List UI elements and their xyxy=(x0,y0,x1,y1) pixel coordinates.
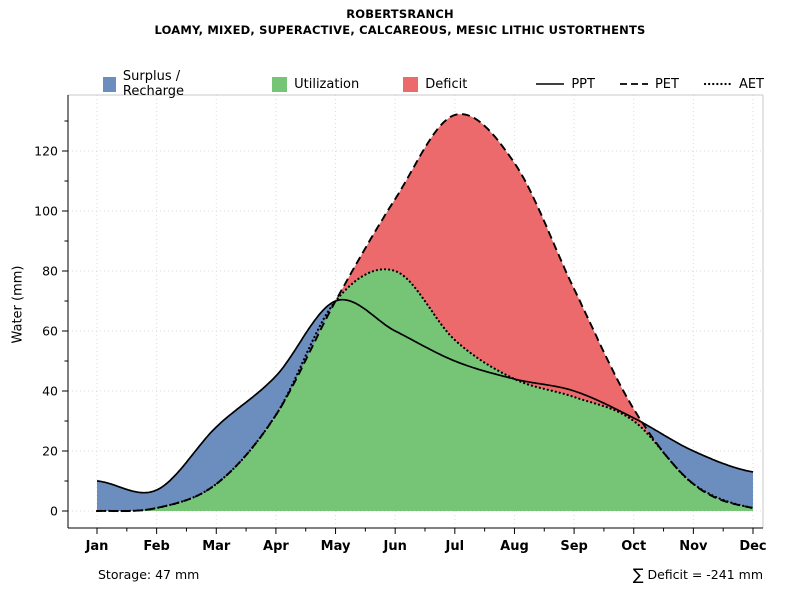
svg-text:Apr: Apr xyxy=(263,539,289,554)
svg-text:60: 60 xyxy=(42,324,58,339)
legend-item-aet: AET xyxy=(703,77,764,92)
pet-dashed-line-icon xyxy=(619,83,648,85)
aet-dotted-line-icon xyxy=(703,82,733,86)
legend: Surplus / Recharge Utilization Deficit P… xyxy=(103,69,764,99)
legend-line-group: PPT PET AET xyxy=(511,77,764,92)
y-axis-label: Water (mm) xyxy=(10,265,26,344)
surplus-swatch-icon xyxy=(103,76,116,92)
deficit-text: Deficit = -241 mm xyxy=(643,567,763,582)
svg-text:20: 20 xyxy=(42,444,58,459)
svg-text:Mar: Mar xyxy=(202,539,231,554)
svg-text:120: 120 xyxy=(34,144,58,159)
legend-item-ppt: PPT xyxy=(535,77,595,92)
storage-annotation: Storage: 47 mm xyxy=(98,567,200,582)
svg-text:Nov: Nov xyxy=(679,539,708,554)
svg-text:Jul: Jul xyxy=(445,539,465,554)
svg-text:Dec: Dec xyxy=(739,539,766,554)
svg-text:Aug: Aug xyxy=(500,539,529,554)
svg-text:May: May xyxy=(321,539,351,554)
legend-label-aet: AET xyxy=(738,76,764,92)
legend-item-deficit: Deficit xyxy=(403,76,468,92)
legend-item-pet: PET xyxy=(619,77,679,92)
chart-title: ROBERTSRANCH xyxy=(346,7,454,21)
legend-item-utilization: Utilization xyxy=(272,76,360,92)
utilization-swatch-icon xyxy=(272,76,288,92)
svg-text:Jan: Jan xyxy=(85,539,109,554)
legend-label-ppt: PPT xyxy=(571,76,595,92)
chart-subtitle: LOAMY, MIXED, SUPERACTIVE, CALCAREOUS, M… xyxy=(154,23,646,37)
legend-label-pet: PET xyxy=(654,76,679,92)
svg-text:Oct: Oct xyxy=(621,539,646,554)
svg-text:40: 40 xyxy=(42,384,58,399)
svg-text:80: 80 xyxy=(42,264,58,279)
ppt-solid-line-icon xyxy=(536,83,565,85)
legend-label-deficit: Deficit xyxy=(425,76,468,92)
svg-text:0: 0 xyxy=(50,504,58,519)
legend-item-surplus: Surplus / Recharge xyxy=(103,69,228,99)
sigma-symbol: ∑ xyxy=(632,565,644,584)
svg-text:Feb: Feb xyxy=(143,539,169,554)
legend-label-surplus: Surplus / Recharge xyxy=(122,69,185,99)
svg-text:Sep: Sep xyxy=(560,539,588,554)
deficit-swatch-icon xyxy=(403,76,419,92)
legend-label-utilization: Utilization xyxy=(294,76,360,92)
deficit-annotation: ∑ Deficit = -241 mm xyxy=(633,565,763,584)
svg-text:100: 100 xyxy=(34,204,58,219)
svg-text:Jun: Jun xyxy=(383,539,407,554)
